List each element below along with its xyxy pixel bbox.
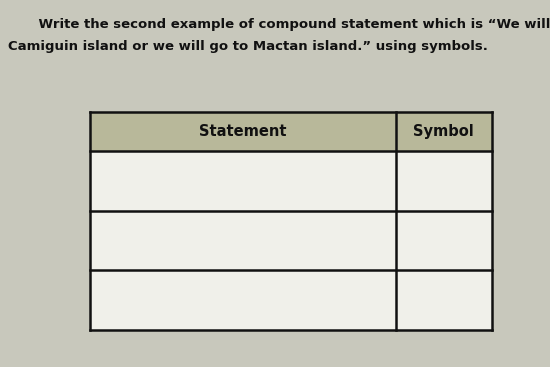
Bar — [90, 211, 492, 270]
Bar — [90, 270, 492, 330]
Bar — [90, 151, 492, 211]
Text: Camiguin island or we will go to Mactan island.” using symbols.: Camiguin island or we will go to Mactan … — [8, 40, 488, 53]
Text: Statement: Statement — [199, 124, 287, 139]
Text: Write the second example of compound statement which is “We will go to: Write the second example of compound sta… — [20, 18, 550, 31]
Text: Symbol: Symbol — [414, 124, 474, 139]
Bar — [90, 112, 492, 151]
